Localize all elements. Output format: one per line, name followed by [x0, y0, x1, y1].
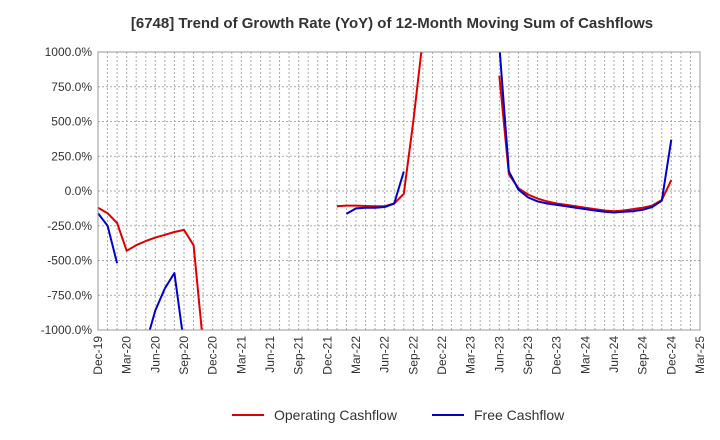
series-line	[498, 75, 673, 213]
y-tick-label: -1000.0%	[41, 323, 93, 337]
x-tick-label: Jun-22	[378, 336, 392, 373]
x-tick-label: Sep-20	[177, 336, 191, 375]
y-tick-label: 500.0%	[51, 115, 92, 129]
x-tick-label: Dec-22	[435, 336, 449, 375]
y-tick-label: 1000.0%	[45, 45, 93, 59]
x-tick-label: Dec-24	[664, 336, 678, 375]
series-line	[336, 52, 423, 208]
x-tick-label: Sep-22	[406, 336, 420, 375]
x-tick-label: Jun-24	[607, 336, 621, 373]
x-tick-label: Mar-24	[578, 336, 592, 374]
chart-title: [6748] Trend of Growth Rate (YoY) of 12-…	[131, 15, 653, 32]
y-tick-label: 750.0%	[51, 80, 92, 94]
x-tick-label: Dec-21	[320, 336, 334, 375]
x-tick-label: Dec-19	[91, 336, 105, 375]
series-line	[98, 206, 203, 330]
y-tick-label: -250.0%	[47, 219, 92, 233]
x-tick-label: Mar-21	[234, 336, 248, 374]
x-tick-label: Jun-20	[148, 336, 162, 373]
x-axis-ticks: Dec-19 Mar-20 Jun-20 Sep-20 Dec-20 Mar-21 Jun-…	[91, 336, 707, 375]
x-tick-label: Mar-23	[464, 336, 478, 374]
legend-label: Free Cashflow	[474, 407, 565, 423]
y-tick-label: -750.0%	[47, 288, 92, 302]
series-line	[345, 171, 405, 215]
legend: Operating Cashflow Free Cashflow	[232, 407, 565, 423]
series-operating-cashflow	[98, 52, 673, 330]
series-layer	[98, 52, 673, 330]
x-tick-label: Dec-23	[550, 336, 564, 375]
y-tick-label: 250.0%	[51, 149, 92, 163]
x-tick-label: Dec-20	[206, 336, 220, 375]
series-line	[98, 212, 119, 264]
y-tick-label: -500.0%	[47, 254, 92, 268]
x-tick-label: Mar-20	[120, 336, 134, 374]
series-line	[148, 272, 184, 330]
x-tick-label: Sep-24	[636, 336, 650, 375]
y-axis-ticks: 1000.0% 750.0% 500.0% 250.0% 0.0% -250.0% -500…	[41, 45, 93, 337]
y-tick-label: 0.0%	[65, 184, 93, 198]
x-tick-label: Mar-25	[693, 336, 707, 374]
legend-label: Operating Cashflow	[274, 407, 398, 423]
x-tick-label: Jun-21	[263, 336, 277, 373]
x-tick-label: Sep-21	[292, 336, 306, 375]
x-tick-label: Sep-23	[521, 336, 535, 375]
plot-border	[97, 51, 701, 331]
x-tick-label: Jun-23	[492, 336, 506, 373]
series-line	[498, 52, 673, 214]
series-free-cashflow	[98, 52, 673, 330]
x-tick-label: Mar-22	[349, 336, 363, 374]
